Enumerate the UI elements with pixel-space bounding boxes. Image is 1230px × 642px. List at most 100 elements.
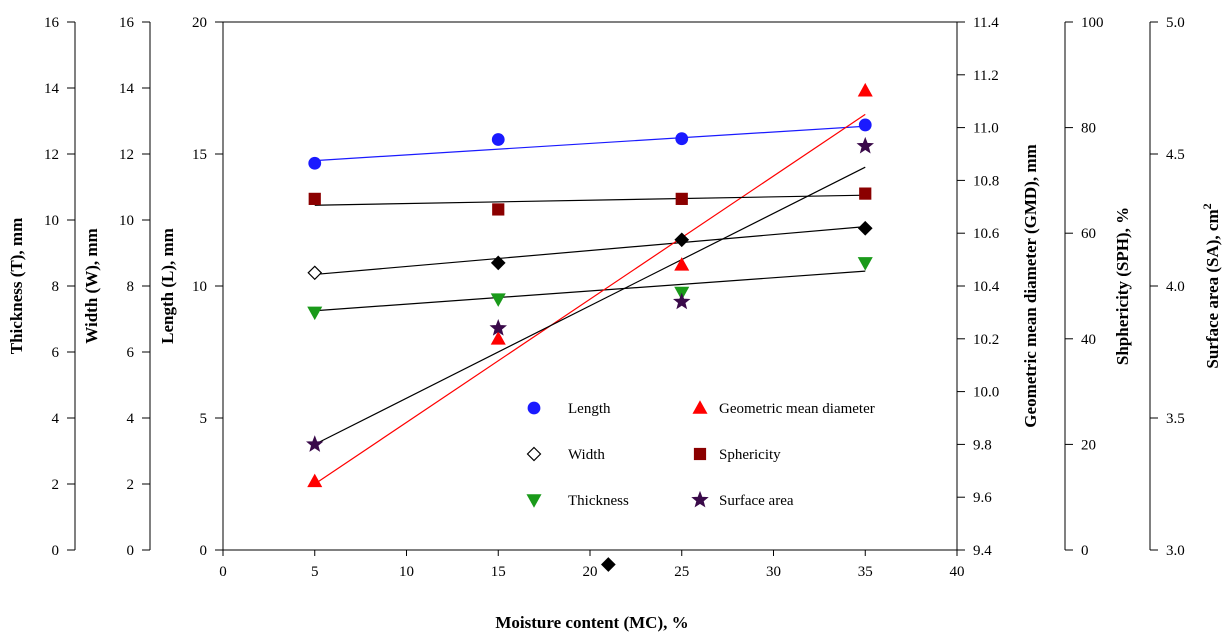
- x-tick-label: 40: [950, 564, 965, 580]
- gmd-tick-label: 9.4: [973, 543, 992, 559]
- gmd-tick-label: 11.0: [973, 121, 999, 137]
- width-axis-title: Width (W), mm: [82, 228, 101, 343]
- gmd-axis-title: Geometric mean diameter (GMD), mm: [1021, 144, 1040, 427]
- length-tick-label: 15: [192, 147, 207, 163]
- thickness-tick-label: 10: [44, 213, 59, 229]
- gmd-tick-label: 11.4: [973, 15, 999, 31]
- geometric-mean-diameter-point: [857, 82, 873, 97]
- sphericity-point: [492, 203, 505, 216]
- legend-label-length: Length: [568, 401, 611, 417]
- x-tick-label: 15: [491, 564, 506, 580]
- legend-label-surface-area: Surface area: [719, 493, 794, 509]
- thickness-tick-label: 12: [44, 147, 59, 163]
- thickness-tick-label: 8: [52, 279, 60, 295]
- surface-area-point: [856, 136, 874, 154]
- width-tick-label: 0: [127, 543, 135, 559]
- sa-tick-label: 3.5: [1166, 411, 1185, 427]
- gmd-tick-label: 10.8: [973, 173, 999, 189]
- geometric-mean-diameter-point: [490, 331, 506, 345]
- legend-marker-width: [526, 446, 542, 462]
- width-tick-label: 12: [119, 147, 134, 163]
- gmd-tick-label: 9.8: [973, 437, 992, 453]
- thickness-tick-label: 14: [44, 81, 60, 97]
- x-tick-label: 0: [219, 564, 227, 580]
- width-tick-label: 14: [119, 81, 135, 97]
- length-tick-label: 5: [200, 411, 208, 427]
- sa-tick-label: 4.0: [1166, 279, 1185, 295]
- length-point: [858, 118, 872, 132]
- gmd-tick-label: 9.6: [973, 490, 992, 506]
- geometric-mean-diameter-point: [307, 473, 323, 488]
- x-tick-label: 25: [674, 564, 689, 580]
- thickness-tick-label: 16: [44, 15, 60, 31]
- x-tick-label: 35: [858, 564, 873, 580]
- width-trend-line: [314, 226, 866, 276]
- surface-area-trend-line: [314, 166, 866, 445]
- x-tick-label: 10: [399, 564, 414, 580]
- thickness-axis-title: Thickness (T), mm: [7, 218, 26, 354]
- legend-label-sphericity: Sphericity: [719, 447, 781, 463]
- sph-tick-label: 60: [1081, 226, 1096, 242]
- legend-marker-sphericity: [693, 447, 707, 461]
- sphericity-point: [675, 192, 688, 205]
- legend-marker-thickness: [526, 494, 542, 508]
- length-tick-label: 10: [192, 279, 207, 295]
- width-point: [490, 255, 506, 271]
- thickness-point: [307, 306, 323, 321]
- sa-tick-label: 3.0: [1166, 543, 1185, 559]
- length-tick-label: 0: [200, 543, 208, 559]
- thickness-tick-label: 0: [52, 543, 60, 559]
- gmd-tick-label: 10.4: [973, 279, 1000, 295]
- width-tick-label: 6: [127, 345, 135, 361]
- length-point: [675, 132, 689, 146]
- sphericity-point: [308, 192, 321, 205]
- plot-frame: [222, 21, 958, 551]
- width-tick-label: 8: [127, 279, 135, 295]
- sa-tick-label: 5.0: [1166, 15, 1185, 31]
- width-tick-label: 4: [127, 411, 135, 427]
- x-axis-title: Moisture content (MC), %: [495, 613, 688, 632]
- width-point: [674, 232, 690, 248]
- sphericity-trend-line: [314, 194, 866, 206]
- length-tick-label: 20: [192, 15, 207, 31]
- sph-axis-title: Shphericity (SPH), %: [1113, 207, 1132, 365]
- stray-point: [601, 557, 616, 572]
- width-tick-label: 16: [119, 15, 135, 31]
- sph-tick-label: 40: [1081, 332, 1096, 348]
- x-tick-label: 5: [311, 564, 319, 580]
- sa-tick-label: 4.5: [1166, 147, 1185, 163]
- x-tick-label: 20: [583, 564, 598, 580]
- surface-area-point: [673, 292, 691, 310]
- geometric-mean-diameter-point: [674, 257, 690, 271]
- legend-label-geometric-mean-diameter: Geometric mean diameter: [719, 401, 875, 417]
- sph-tick-label: 100: [1081, 15, 1104, 31]
- width-point: [857, 220, 873, 236]
- legend-marker-length: [527, 401, 541, 415]
- gmd-tick-label: 11.2: [973, 68, 999, 84]
- thickness-point: [857, 257, 873, 271]
- thickness-tick-label: 2: [52, 477, 60, 493]
- legend-label-thickness: Thickness: [568, 493, 629, 509]
- length-trend-line: [314, 125, 866, 162]
- length-axis-title: Length (L), mm: [158, 228, 177, 344]
- x-tick-label: 30: [766, 564, 781, 580]
- thickness-trend-line: [314, 270, 866, 312]
- width-point: [307, 265, 323, 281]
- gmd-tick-label: 10.2: [973, 332, 999, 348]
- gmd-tick-label: 10.0: [973, 385, 999, 401]
- length-point: [308, 156, 322, 170]
- thickness-tick-label: 4: [52, 411, 60, 427]
- surface-area-point: [489, 319, 507, 336]
- sph-tick-label: 20: [1081, 437, 1096, 453]
- geometric-mean-diameter-trend-line: [314, 113, 866, 485]
- thickness-tick-label: 6: [52, 345, 60, 361]
- trend-lines: [314, 113, 866, 485]
- legend-marker-geometric-mean-diameter: [692, 400, 708, 414]
- legend: Length Width Thickness Geometric mean diame…: [526, 400, 875, 509]
- width-tick-label: 2: [127, 477, 135, 493]
- thickness-point: [490, 293, 506, 307]
- data-markers: [306, 82, 874, 572]
- gmd-tick-label: 10.6: [973, 226, 1000, 242]
